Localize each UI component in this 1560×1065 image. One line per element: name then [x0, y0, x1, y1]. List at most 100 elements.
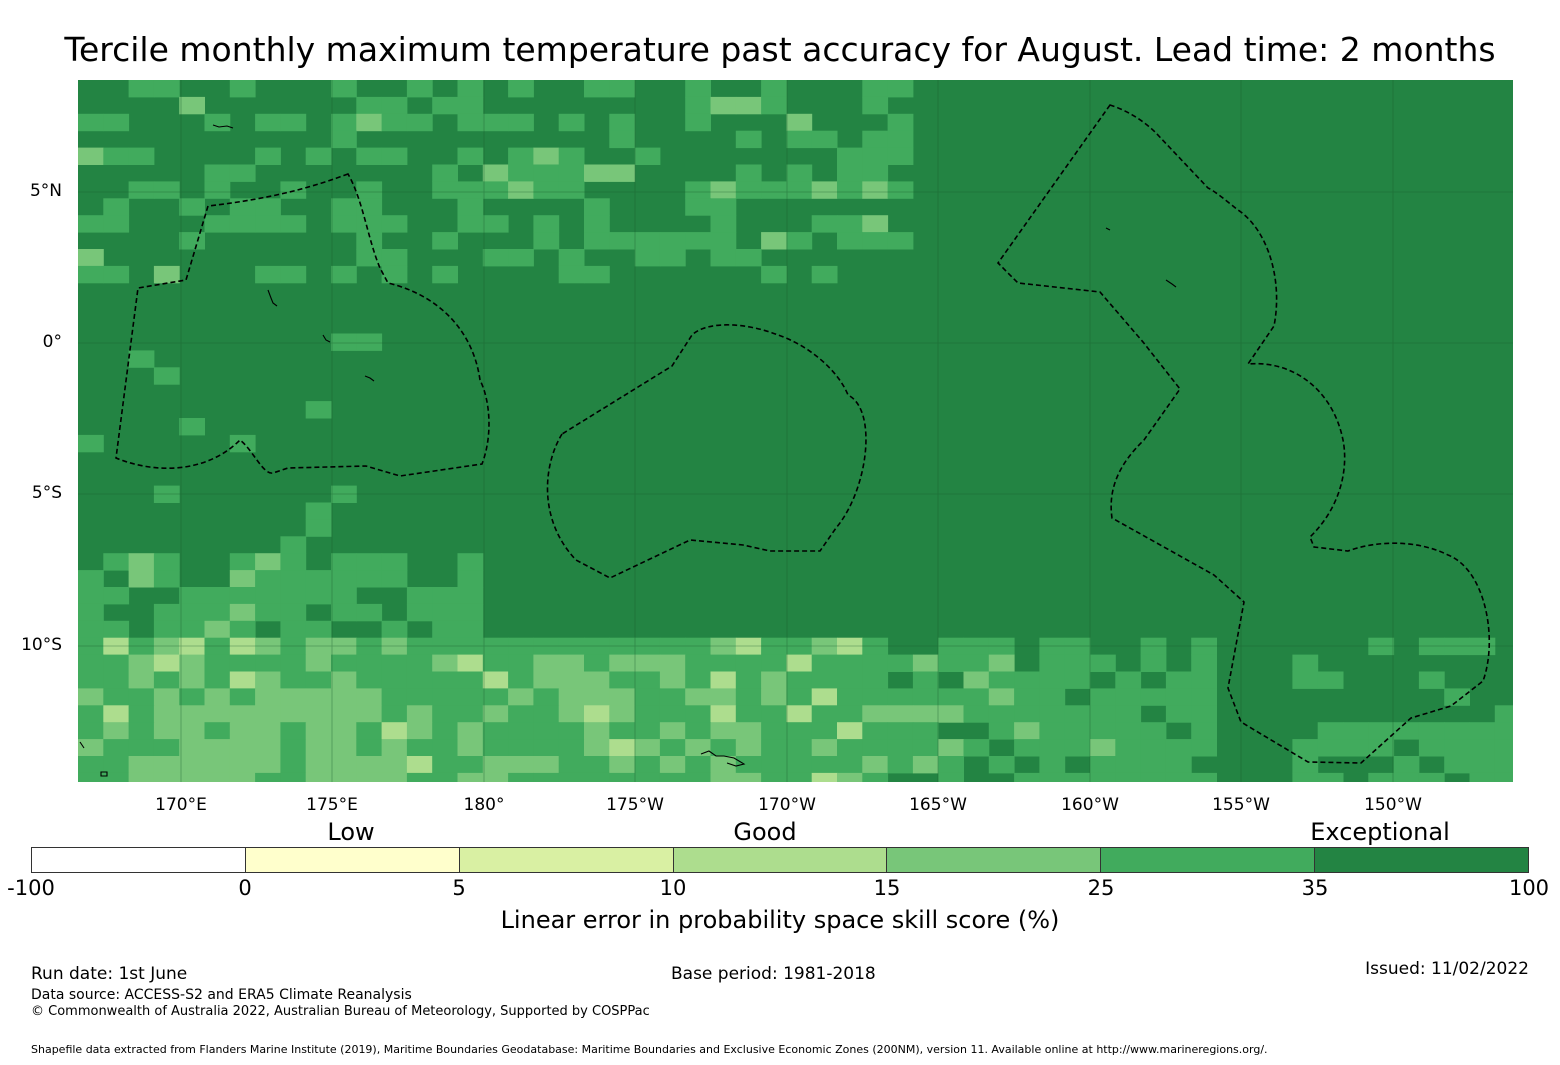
grid-cell: [78, 671, 104, 689]
grid-cell: [229, 722, 256, 740]
grid-cell: [482, 772, 509, 782]
grid-cell: [432, 756, 458, 774]
grid-cell: [103, 688, 130, 706]
grid-cell: [128, 80, 155, 98]
grid-cell: [685, 96, 711, 115]
grid-cell: [457, 80, 484, 98]
grid-cell: [558, 637, 585, 656]
grid-cell: [584, 705, 610, 723]
grid-cell: [406, 80, 433, 98]
grid-cell: [912, 756, 939, 774]
grid-cell: [1140, 772, 1167, 782]
grid-cell: [1115, 772, 1142, 782]
grid-cell: [381, 570, 408, 588]
grid-cell: [685, 637, 711, 656]
grid-cell: [1165, 671, 1192, 689]
grid-cell: [305, 502, 332, 520]
grid-cell: [229, 553, 256, 571]
grid-cell: [1039, 688, 1066, 706]
grid-cell: [280, 570, 307, 588]
grid-cell: [153, 654, 180, 672]
grid-cell: [1115, 722, 1142, 740]
grid-cell: [305, 401, 332, 419]
grid-cell: [381, 620, 408, 639]
grid-cell: [1191, 722, 1217, 740]
grid-cell: [229, 434, 256, 453]
grid-cell: [280, 587, 307, 605]
grid-cell: [179, 587, 205, 605]
grid-cell: [1469, 739, 1496, 757]
grid-cell: [204, 603, 231, 622]
grid-cell: [862, 181, 889, 199]
grid-cell: [862, 637, 889, 656]
grid-cell: [331, 113, 357, 132]
grid-cell: [1292, 671, 1319, 689]
grid-cell: [432, 722, 458, 740]
grid-cell: [811, 265, 838, 284]
grid-cell: [938, 637, 964, 656]
grid-cell: [1140, 756, 1167, 774]
grid-cell: [1039, 722, 1066, 740]
grid-cell: [1039, 671, 1066, 689]
grid-cell: [1469, 772, 1496, 782]
grid-cell: [331, 265, 357, 284]
grid-cell: [78, 705, 104, 723]
grid-cell: [735, 772, 762, 782]
grid-cell: [457, 671, 484, 689]
grid-cell: [963, 688, 990, 706]
grid-cell: [558, 181, 585, 199]
y-tick-label: 10°S: [21, 635, 62, 655]
grid-cell: [305, 570, 332, 588]
grid-cell: [280, 705, 307, 723]
grid-cell: [963, 705, 990, 723]
grid-cell: [659, 705, 686, 723]
grid-cell: [609, 688, 636, 706]
grid-cell: [685, 232, 711, 250]
grid-cell: [837, 215, 863, 233]
grid-cell: [381, 739, 408, 757]
grid-cell: [229, 164, 256, 182]
grid-cell: [128, 722, 155, 740]
grid-cell: [761, 232, 787, 250]
grid-cell: [1343, 722, 1369, 740]
grid-cell: [457, 603, 484, 622]
grid-cell: [761, 181, 787, 199]
grid-cell: [912, 671, 939, 689]
colorbar-tick-label: 35: [1301, 876, 1329, 900]
grid-cell: [356, 553, 383, 571]
grid-cell: [331, 671, 357, 689]
grid-cell: [280, 772, 307, 782]
grid-cell: [1469, 756, 1496, 774]
grid-cell: [609, 671, 636, 689]
grid-cell: [710, 215, 737, 233]
grid-cell: [457, 215, 484, 233]
grid-cell: [811, 705, 838, 723]
colorbar-tick-label: 0: [238, 876, 252, 900]
grid-cell: [533, 215, 560, 233]
grid-cell: [305, 688, 332, 706]
grid-cell: [153, 553, 180, 571]
grid-cell: [204, 113, 231, 132]
grid-cell: [331, 570, 357, 588]
grid-cell: [179, 739, 205, 757]
grid-cell: [280, 603, 307, 622]
grid-cell: [204, 215, 231, 233]
grid-cell: [128, 570, 155, 588]
grid-cell: [558, 147, 585, 165]
grid-cell: [508, 113, 534, 132]
grid-cell: [128, 688, 155, 706]
y-tick-label: 5°N: [29, 181, 62, 201]
grid-cell: [128, 705, 155, 723]
grid-cell: [558, 164, 585, 182]
grid-cell: [508, 739, 534, 757]
eez-tokelau-samoa: [546, 324, 867, 579]
grid-cell: [482, 756, 509, 774]
grid-cell: [761, 654, 787, 672]
grid-cell: [1064, 739, 1091, 757]
grid-cell: [381, 147, 408, 165]
grid-cell: [229, 570, 256, 588]
grid-cell: [1014, 671, 1040, 689]
grid-cell: [811, 181, 838, 199]
map-title: Tercile monthly maximum temperature past…: [64, 30, 1496, 69]
grid-cell: [331, 215, 357, 233]
